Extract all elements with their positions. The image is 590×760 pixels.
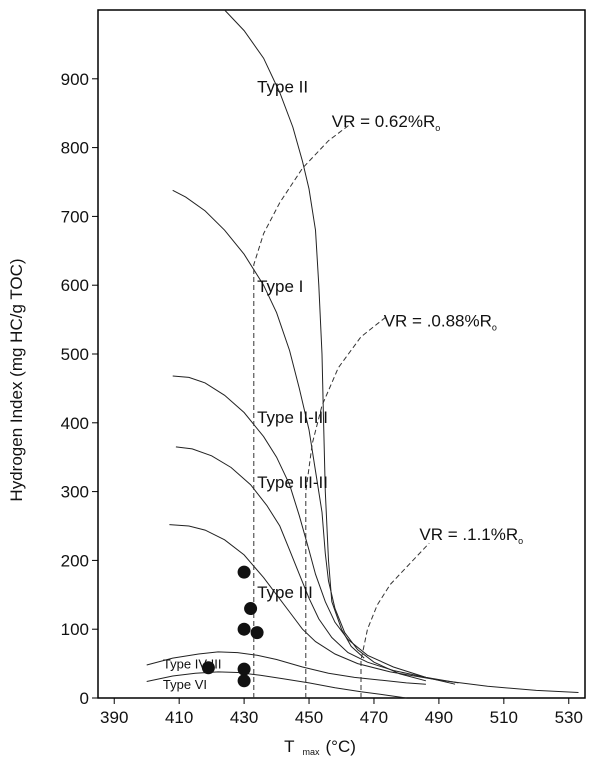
- x-tick-label-510: 510: [490, 708, 518, 727]
- curve-type-vi: [146, 671, 407, 699]
- curve-type-iv-iii: [146, 651, 426, 685]
- y-tick-label-100: 100: [61, 620, 89, 639]
- x-tick-label-410: 410: [165, 708, 193, 727]
- vr-line-2: [305, 315, 388, 698]
- vr-label-text-1: VR = 0.62%R: [332, 112, 435, 131]
- vr-label-sub-3: o: [518, 536, 523, 546]
- vr-line-1: [253, 123, 352, 698]
- x-tick-label-490: 490: [425, 708, 453, 727]
- x-axis-title-unit: (°C): [326, 737, 356, 756]
- series-labels: Type II Type I Type II-III Type III-II Type …: [163, 78, 523, 692]
- x-tick-label-450: 450: [295, 708, 323, 727]
- label-type-iii-ii: Type III-II: [257, 473, 328, 492]
- y-axis-ticks: 0 100 200 300 400 500 600 700 800 900: [61, 70, 98, 708]
- y-tick-label-500: 500: [61, 345, 89, 364]
- x-axis-ticks: 390 410 430 450 470 490 510 530: [100, 698, 583, 727]
- sample-point-1: [237, 565, 251, 579]
- x-axis-title-sub: max: [302, 747, 320, 757]
- vr-label-1: VR = 0.62%Ro: [332, 112, 441, 133]
- curve-type-i: [172, 189, 427, 682]
- curve-type-ii-iii: [172, 375, 456, 685]
- x-tick-label-530: 530: [555, 708, 583, 727]
- y-tick-label-700: 700: [61, 207, 89, 226]
- curve-type-iii-ii: [175, 446, 459, 684]
- sample-point-4: [250, 626, 264, 640]
- curve-type-ii: [224, 9, 365, 659]
- vr-line-3: [360, 542, 430, 698]
- x-tick-label-470: 470: [360, 708, 388, 727]
- vr-label-text-3: VR = .1.1%R: [419, 525, 518, 544]
- vr-label-sub-2: o: [492, 322, 497, 332]
- vr-label-text-2: VR = .0.88%R: [384, 311, 492, 330]
- vr-label-2: VR = .0.88%Ro: [384, 311, 497, 332]
- sample-point-7: [237, 674, 251, 688]
- label-type-i: Type I: [257, 277, 303, 296]
- y-tick-label-600: 600: [61, 276, 89, 295]
- label-type-iii: Type III: [257, 583, 313, 602]
- y-tick-label-900: 900: [61, 70, 89, 89]
- sample-point-2: [244, 602, 258, 616]
- label-type-vi: Type VI: [163, 677, 207, 692]
- vr-label-sub-1: o: [435, 123, 440, 133]
- label-type-iv-iii: Type IV-III: [163, 656, 222, 671]
- y-tick-label-200: 200: [61, 551, 89, 570]
- sample-point-5: [201, 661, 215, 675]
- y-axis-title: Hydrogen Index (mg HC/g TOC): [7, 258, 26, 501]
- y-tick-label-300: 300: [61, 483, 89, 502]
- y-tick-label-800: 800: [61, 139, 89, 158]
- x-axis-title-main: T: [284, 737, 294, 756]
- x-tick-label-430: 430: [230, 708, 258, 727]
- kerogen-curves: [146, 9, 579, 699]
- y-tick-label-0: 0: [80, 689, 89, 708]
- sample-points: [201, 565, 264, 688]
- sample-point-3: [237, 622, 251, 636]
- curve-type-iii: [169, 524, 579, 693]
- y-tick-label-400: 400: [61, 414, 89, 433]
- x-tick-label-390: 390: [100, 708, 128, 727]
- label-type-ii-iii: Type II-III: [257, 408, 328, 427]
- vr-label-3: VR = .1.1%Ro: [419, 525, 523, 546]
- label-type-ii: Type II: [257, 78, 308, 97]
- sample-point-6: [237, 662, 251, 676]
- vitrinite-reflectance-lines: [253, 123, 430, 698]
